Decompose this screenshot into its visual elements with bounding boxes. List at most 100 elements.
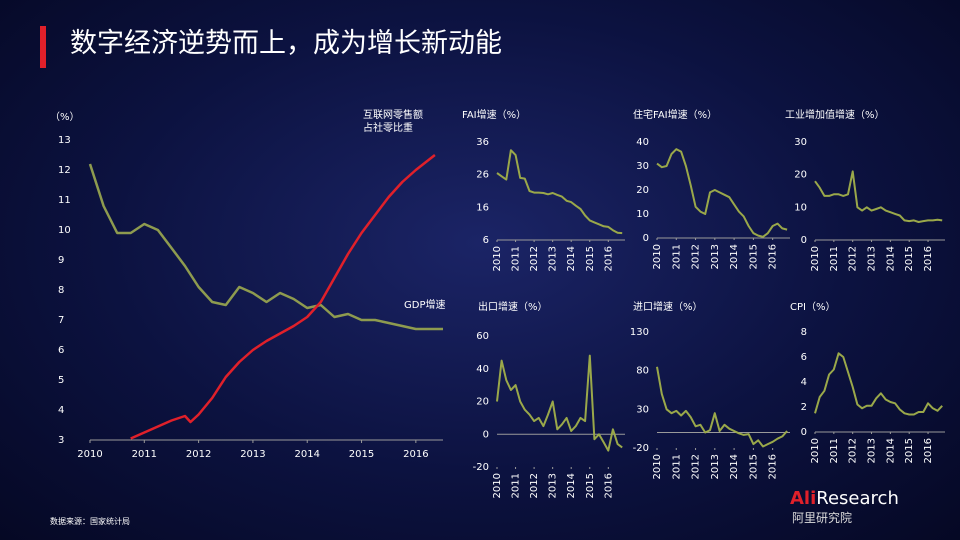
y-tick-label: 36 <box>476 137 489 148</box>
x-tick-label: 2013 <box>548 246 559 271</box>
data-line <box>130 154 436 440</box>
y-tick-label: 6 <box>58 345 64 356</box>
x-tick-label: 2015 <box>585 473 596 498</box>
x-tick-label: 2015 <box>904 246 915 271</box>
y-tick-label: 40 <box>636 137 649 148</box>
slide-title: 数字经济逆势而上，成为增长新动能 <box>70 28 502 59</box>
x-tick-label: 2014 <box>885 246 896 271</box>
logo-brand-b: Research <box>816 488 899 509</box>
x-tick-label: 2012 <box>529 246 540 271</box>
logo-cn: 阿里研究院 <box>792 511 853 525</box>
x-tick-label: 2016 <box>768 244 779 269</box>
x-tick-label: 2016 <box>403 449 428 460</box>
y-tick-label: 11 <box>58 195 71 206</box>
y-tick-label: 20 <box>476 397 489 408</box>
x-tick-label: 2010 <box>810 438 821 463</box>
chart-title: 进口增速（%） <box>633 300 703 313</box>
x-tick-label: 2015 <box>585 246 596 271</box>
chart-title: FAI增速（%） <box>462 108 526 121</box>
x-tick-label: 2011 <box>132 449 157 460</box>
x-tick-label: 2014 <box>729 244 740 269</box>
x-tick-label: 2013 <box>548 473 559 498</box>
x-tick-label: 2011 <box>829 246 840 271</box>
y-tick-label: 0 <box>801 235 807 246</box>
y-tick-label: 2 <box>801 402 807 413</box>
y-tick-label: 0 <box>801 427 807 438</box>
x-tick-label: 2014 <box>885 438 896 463</box>
y-tick-label: -20 <box>633 443 649 454</box>
x-tick-label: 2012 <box>691 244 702 269</box>
x-tick-label: 2013 <box>710 244 721 269</box>
accent-bar <box>40 26 46 68</box>
source-note: 数据来源：国家统计局 <box>50 517 130 526</box>
y-tick-label: 60 <box>476 331 489 342</box>
y-tick-label: 5 <box>58 375 64 386</box>
y-tick-label: 30 <box>636 404 649 415</box>
x-tick-label: 2011 <box>671 454 682 479</box>
y-tick-label: 20 <box>636 185 649 196</box>
x-tick-label: 2011 <box>829 438 840 463</box>
x-tick-label: 2011 <box>671 244 682 269</box>
x-tick-label: 2013 <box>867 246 878 271</box>
x-tick-label: 2016 <box>768 454 779 479</box>
x-tick-label: 2010 <box>492 473 503 498</box>
y-tick-label: 10 <box>636 209 649 220</box>
y-tick-label: 40 <box>476 364 489 375</box>
x-tick-label: 2010 <box>810 246 821 271</box>
x-tick-label: 2012 <box>186 449 211 460</box>
y-tick-label: 10 <box>794 202 807 213</box>
y-tick-label: 3 <box>58 435 64 446</box>
x-tick-label: 2015 <box>904 438 915 463</box>
y-tick-label: 6 <box>483 235 489 246</box>
y-tick-label: 0 <box>643 233 649 244</box>
y-axis-label: （%） <box>50 111 80 123</box>
y-tick-label: 20 <box>794 170 807 181</box>
x-tick-label: 2011 <box>511 246 522 271</box>
y-tick-label: 8 <box>58 285 64 296</box>
x-tick-label: 2013 <box>867 438 878 463</box>
x-tick-label: 2012 <box>691 454 702 479</box>
x-tick-label: 2015 <box>349 449 374 460</box>
x-tick-label: 2016 <box>603 246 614 271</box>
logo-brand-a: Ali <box>790 488 817 509</box>
y-tick-label: 7 <box>58 315 64 326</box>
data-line <box>496 149 623 235</box>
y-tick-label: 26 <box>476 170 489 181</box>
data-line <box>656 366 788 448</box>
x-tick-label: 2012 <box>848 246 859 271</box>
y-tick-label: 30 <box>636 161 649 172</box>
chart-title: 工业增加值增速（%） <box>785 108 885 121</box>
data-line <box>814 352 943 416</box>
data-line <box>496 354 623 452</box>
y-tick-label: 16 <box>476 202 489 213</box>
chart-title: 出口增速（%） <box>478 300 548 313</box>
x-tick-label: 2014 <box>729 454 740 479</box>
data-line <box>656 148 788 238</box>
y-tick-label: 12 <box>58 165 71 176</box>
y-tick-label: 4 <box>58 405 64 416</box>
x-tick-label: 2014 <box>566 473 577 498</box>
x-tick-label: 2012 <box>529 473 540 498</box>
x-tick-label: 2015 <box>748 454 759 479</box>
chart-title: 住宅FAI增速（%） <box>633 108 717 121</box>
y-tick-label: 9 <box>58 255 64 266</box>
x-tick-label: 2016 <box>603 473 614 498</box>
data-line <box>88 163 443 331</box>
y-tick-label: 80 <box>636 366 649 377</box>
x-tick-label: 2010 <box>77 449 102 460</box>
x-tick-label: 2014 <box>566 246 577 271</box>
chart-title: CPI（%） <box>790 301 835 313</box>
y-tick-label: 30 <box>794 137 807 148</box>
y-tick-label: 10 <box>58 225 71 236</box>
x-tick-label: 2012 <box>848 438 859 463</box>
y-tick-label: 4 <box>801 377 807 388</box>
y-tick-label: 6 <box>801 352 807 363</box>
x-tick-label: 2013 <box>710 454 721 479</box>
y-tick-label: 8 <box>801 327 807 338</box>
x-tick-label: 2016 <box>923 438 934 463</box>
y-tick-label: 130 <box>630 327 649 338</box>
data-line <box>814 170 943 223</box>
x-tick-label: 2013 <box>240 449 265 460</box>
